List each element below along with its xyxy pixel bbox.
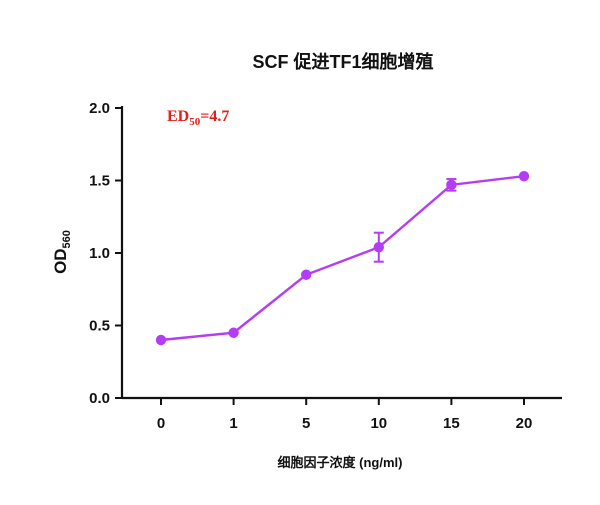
data-point bbox=[373, 242, 384, 253]
series-line-group bbox=[160, 174, 525, 342]
x-tick-label: 5 bbox=[302, 415, 310, 432]
x-tick-label: 1 bbox=[229, 415, 237, 432]
data-point bbox=[518, 170, 530, 182]
data-point bbox=[446, 179, 457, 191]
y-axis-label-main: OD bbox=[51, 248, 70, 274]
x-axis-label: 细胞因子浓度 (ng/ml) bbox=[278, 455, 403, 470]
series-line bbox=[160, 174, 525, 342]
x-ticks: 0 1 5 10 15 20 bbox=[157, 398, 533, 432]
axes bbox=[120, 106, 562, 400]
ed50-annotation-main: ED bbox=[167, 108, 189, 125]
y-tick-label: 0.0 bbox=[89, 390, 110, 407]
y-axis-label: OD560 bbox=[51, 230, 73, 274]
ed50-annotation-sub: 50 bbox=[189, 116, 201, 128]
y-tick-label: 1.0 bbox=[89, 245, 110, 262]
y-axis-label-sub: 560 bbox=[61, 230, 73, 248]
y-tick-label: 1.5 bbox=[89, 173, 110, 190]
data-point bbox=[155, 334, 167, 346]
ed50-annotation: ED50=4.7 bbox=[167, 108, 229, 128]
x-tick-label: 0 bbox=[157, 415, 165, 432]
chart-title: SCF 促进TF1细胞增殖 bbox=[252, 51, 433, 72]
y-tick-label: 2.0 bbox=[89, 100, 110, 117]
data-point bbox=[301, 269, 312, 280]
x-tick-label: 15 bbox=[443, 415, 460, 432]
x-tick-label: 20 bbox=[516, 415, 533, 432]
data-point bbox=[228, 327, 239, 338]
y-ticks: 0.0 0.5 1.0 1.5 2.0 bbox=[89, 100, 122, 407]
data-points bbox=[155, 170, 530, 346]
x-tick-label: 10 bbox=[370, 415, 387, 432]
y-tick-label: 0.5 bbox=[89, 318, 110, 335]
ed50-annotation-rest: =4.7 bbox=[200, 108, 229, 125]
